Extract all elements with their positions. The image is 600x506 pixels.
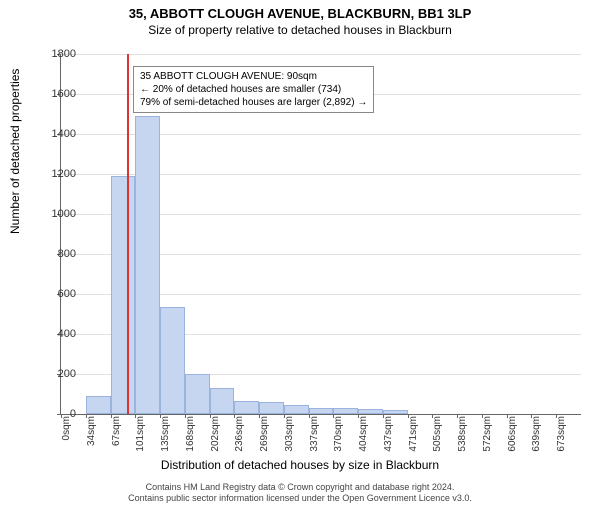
histogram-bar: [160, 307, 185, 414]
y-tick-label: 800: [40, 248, 76, 260]
histogram-bar: [234, 401, 259, 414]
y-tick-label: 1000: [40, 208, 76, 220]
y-tick-label: 1400: [40, 128, 76, 140]
y-tick-label: 600: [40, 288, 76, 300]
plot-area: 0sqm34sqm67sqm101sqm135sqm168sqm202sqm23…: [60, 54, 581, 415]
y-axis-label: Number of detached properties: [8, 69, 22, 234]
marker-line: [127, 54, 129, 414]
y-tick-label: 1800: [40, 48, 76, 60]
chart-container: 35, ABBOTT CLOUGH AVENUE, BLACKBURN, BB1…: [0, 6, 600, 506]
histogram-bar: [111, 176, 136, 414]
histogram-bar: [259, 402, 284, 414]
annotation-line2: ← 20% of detached houses are smaller (73…: [140, 83, 367, 96]
histogram-bar: [185, 374, 210, 414]
y-tick-label: 400: [40, 328, 76, 340]
histogram-bar: [358, 409, 383, 414]
y-tick-label: 1600: [40, 88, 76, 100]
footer-line1: Contains HM Land Registry data © Crown c…: [0, 482, 600, 493]
y-tick-label: 1200: [40, 168, 76, 180]
footer-text: Contains HM Land Registry data © Crown c…: [0, 482, 600, 505]
chart-title: 35, ABBOTT CLOUGH AVENUE, BLACKBURN, BB1…: [0, 6, 600, 21]
histogram-bar: [383, 410, 408, 414]
histogram-bar: [135, 116, 160, 414]
chart-subtitle: Size of property relative to detached ho…: [0, 23, 600, 37]
histogram-bar: [86, 396, 111, 414]
y-tick-label: 200: [40, 368, 76, 380]
grid-line: [61, 54, 581, 55]
histogram-bar: [333, 408, 358, 414]
annotation-line1: 35 ABBOTT CLOUGH AVENUE: 90sqm: [140, 70, 367, 83]
annotation-line3: 79% of semi-detached houses are larger (…: [140, 96, 367, 109]
histogram-bar: [284, 405, 309, 414]
annotation-box: 35 ABBOTT CLOUGH AVENUE: 90sqm← 20% of d…: [133, 66, 374, 113]
x-axis-label: Distribution of detached houses by size …: [0, 458, 600, 472]
y-tick-label: 0: [40, 408, 76, 420]
histogram-bar: [210, 388, 235, 414]
footer-line2: Contains public sector information licen…: [0, 493, 600, 504]
histogram-bar: [309, 408, 334, 414]
